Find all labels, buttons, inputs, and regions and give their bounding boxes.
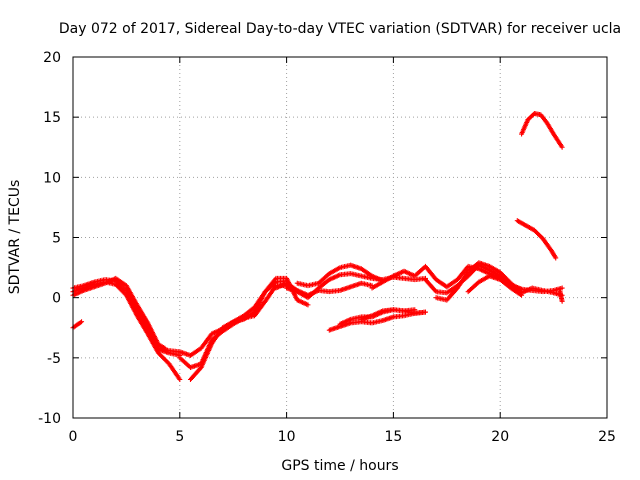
x-tick-label: 10 — [278, 429, 296, 445]
data-point — [177, 376, 183, 382]
y-tick-label: -10 — [38, 411, 61, 427]
tick-labels: 0 5 10 15 20 25 -10 -5 0 5 10 15 20 — [38, 50, 616, 445]
x-tick-label: 0 — [69, 429, 78, 445]
grid-lines — [73, 57, 607, 418]
series-track-17 — [465, 273, 525, 298]
series-track-13 — [358, 307, 428, 322]
data-point — [559, 298, 565, 304]
data-point — [79, 319, 85, 325]
x-tick-label: 5 — [175, 429, 184, 445]
series-track-10 — [294, 262, 386, 289]
chart-title: Day 072 of 2017, Sidereal Day-to-day VTE… — [59, 21, 621, 37]
series-track-4 — [70, 275, 168, 351]
series-track-7 — [187, 275, 311, 382]
series-track-19 — [519, 111, 565, 150]
series-track-20 — [557, 289, 565, 304]
y-tick-label: 15 — [43, 110, 61, 126]
data-point — [305, 302, 311, 308]
plot-frame — [72, 56, 608, 419]
y-tick-label: 0 — [52, 291, 61, 307]
x-tick-label: 20 — [491, 429, 509, 445]
x-tick-label: 25 — [598, 429, 616, 445]
series-track-18 — [514, 218, 559, 261]
y-tick-label: 5 — [52, 231, 61, 247]
data-point — [519, 292, 525, 298]
x-tick-label: 15 — [384, 429, 402, 445]
x-axis-label: GPS time / hours — [281, 458, 398, 474]
y-tick-label: 10 — [43, 170, 61, 186]
data-point — [559, 144, 565, 150]
data-point — [422, 309, 428, 315]
y-axis-label: SDTVAR / TECUs — [7, 180, 23, 295]
data-point — [559, 285, 565, 291]
y-tick-label: -5 — [47, 351, 61, 367]
y-tick-label: 20 — [43, 50, 61, 66]
data-point — [197, 366, 203, 372]
data-point — [553, 255, 559, 261]
data-points — [70, 111, 565, 382]
